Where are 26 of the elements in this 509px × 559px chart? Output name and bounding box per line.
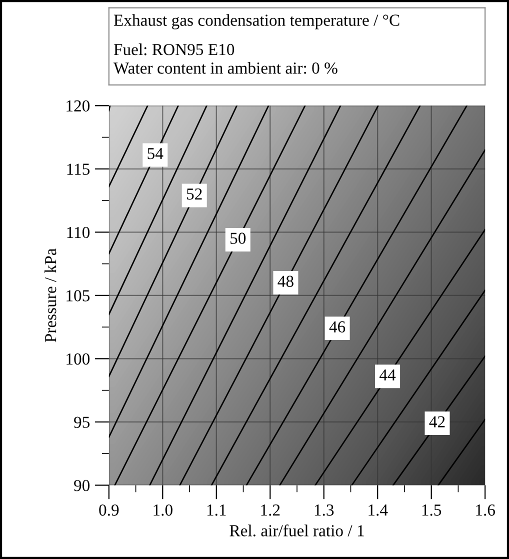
annotation: 46 xyxy=(329,321,346,332)
annotation: 42 xyxy=(429,416,445,428)
x-tick-label: 1.3 xyxy=(314,504,334,516)
y-tick-label: 110 xyxy=(67,226,90,238)
x-axis-title: Rel. air/fuel ratio / 1 xyxy=(230,524,364,536)
x-tick-label: 1.0 xyxy=(154,504,172,516)
chart-subtitle: Fuel: RON95 E10 Water content in ambient air: 0 % xyxy=(113,43,338,74)
y-tick-label: 90 xyxy=(74,480,90,492)
chart-title: Exhaust gas condensation temperature / °C xyxy=(114,14,400,30)
y-tick-label: 105 xyxy=(66,290,90,302)
y-tick-label: 100 xyxy=(66,353,90,365)
annotation: 54 xyxy=(148,148,164,160)
x-tick-label: 1.4 xyxy=(368,504,388,516)
annotation: 44 xyxy=(380,369,396,380)
x-tick-label: 1.6 xyxy=(476,504,495,516)
x-tick-label: 1.2 xyxy=(261,504,280,516)
annotation: 50 xyxy=(230,232,246,244)
y-axis-title: Pressure / kPa xyxy=(44,248,56,342)
y-tick-label: 120 xyxy=(66,100,90,112)
annotation: 48 xyxy=(278,276,294,287)
x-tick-label: 0.9 xyxy=(99,504,119,516)
y-tick-label: 95 xyxy=(74,416,90,428)
y-tick-label: 115 xyxy=(67,164,90,175)
annotation: 52 xyxy=(187,188,202,200)
x-tick-label: 1.5 xyxy=(422,504,442,516)
x-tick-label: 1.1 xyxy=(207,504,226,516)
